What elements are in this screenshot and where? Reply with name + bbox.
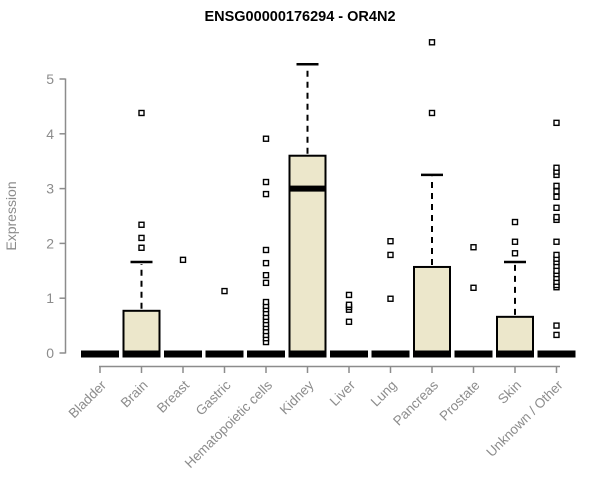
outlier-point [553,204,560,211]
baseline-median-bar [371,350,410,358]
baseline-median-bar [496,350,534,358]
outlier-point [428,109,436,117]
x-tick-label: Breast [154,377,192,415]
outlier-point [345,318,353,325]
baseline-median-bar [454,350,493,358]
outlier-point [387,251,394,259]
outlier-point [138,234,145,242]
baseline-median-bar [205,350,244,358]
outlier-point [553,182,560,190]
x-tick-label: Bladder [66,377,110,421]
x-tick-label: Gastric [193,377,234,418]
y-tick-label: 3 [46,181,54,197]
baseline-median-bar [122,350,161,358]
outlier-point [553,213,560,221]
outlier-point [262,279,270,287]
outlier-point [262,246,270,254]
box-series [81,39,576,358]
outlier-point [138,244,145,251]
y-tick-label: 5 [46,71,54,87]
outlier-point [262,178,270,186]
baseline-median-bar [537,350,576,358]
outlier-point [511,238,519,245]
outlier-point [387,238,394,245]
outlier-point [387,295,394,302]
outlier-point [262,259,270,267]
baseline-median-bar [81,350,119,358]
outlier-point [138,109,145,117]
outlier-point [262,135,270,142]
outlier-point [138,221,145,228]
outlier-point [179,256,187,264]
outlier-point [511,250,519,257]
y-axis-title: Expression [3,181,19,250]
box-body [288,154,327,354]
outlier-point [511,218,519,226]
x-tick-label: Pancreas [390,377,441,428]
outlier-point [470,244,477,251]
y-tick-label: 1 [46,290,54,306]
x-tick-label: Brain [118,378,151,411]
outlier-point [262,271,270,279]
box-body [496,315,534,354]
x-tick-label: Prostate [436,378,482,424]
baseline-median-bar [288,350,327,358]
outlier-point [553,322,560,329]
box-body [413,265,451,354]
outlier-point [470,284,477,291]
outlier-point [553,188,560,195]
outlier-point [221,287,228,295]
baseline-median-bar [330,350,368,358]
baseline-median-bar [247,350,285,358]
y-tick-label: 2 [46,235,54,251]
x-tick-label: Liver [327,377,359,409]
x-tick-label: Unknown / Other [483,377,566,460]
y-tick-label: 0 [46,345,54,361]
median-line [289,185,326,192]
chart-title: ENSG00000176294 - OR4N2 [204,9,395,25]
outlier-point [345,291,353,299]
y-tick-label: 4 [46,126,54,142]
outlier-point [553,119,560,127]
x-tick-label: Skin [495,378,524,407]
box-body [122,309,161,354]
outlier-point [553,331,560,339]
baseline-median-bar [164,350,202,358]
outlier-point [553,238,560,245]
outlier-point [262,190,270,198]
outlier-point [428,39,436,46]
outlier-point [553,251,560,259]
x-tick-label: Lung [368,378,400,410]
baseline-median-bar [413,350,451,358]
outlier-point [553,164,560,171]
x-tick-label: Kidney [277,377,317,417]
outlier-point [262,298,270,306]
outlier-point [345,301,353,308]
outlier-point [553,193,560,201]
